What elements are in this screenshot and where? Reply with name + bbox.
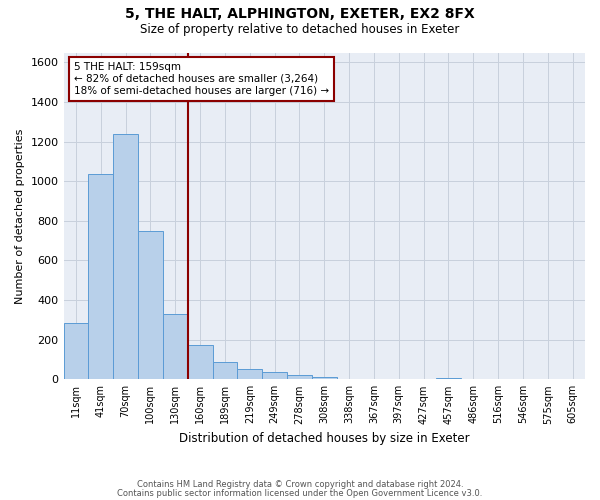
Bar [312,377,337,380]
Bar [212,362,238,380]
Bar [238,370,262,380]
Bar [436,378,461,380]
Bar [188,344,212,380]
Text: 5 THE HALT: 159sqm
← 82% of detached houses are smaller (3,264)
18% of semi-deta: 5 THE HALT: 159sqm ← 82% of detached hou… [74,62,329,96]
Bar [163,314,188,380]
Text: 5, THE HALT, ALPHINGTON, EXETER, EX2 8FX: 5, THE HALT, ALPHINGTON, EXETER, EX2 8FX [125,8,475,22]
Y-axis label: Number of detached properties: Number of detached properties [15,128,25,304]
Bar [88,174,113,380]
Bar [287,376,312,380]
Bar [138,231,163,380]
Bar [262,372,287,380]
Bar [113,134,138,380]
Text: Contains public sector information licensed under the Open Government Licence v3: Contains public sector information licen… [118,489,482,498]
X-axis label: Distribution of detached houses by size in Exeter: Distribution of detached houses by size … [179,432,470,445]
Bar [64,323,88,380]
Text: Size of property relative to detached houses in Exeter: Size of property relative to detached ho… [140,22,460,36]
Text: Contains HM Land Registry data © Crown copyright and database right 2024.: Contains HM Land Registry data © Crown c… [137,480,463,489]
